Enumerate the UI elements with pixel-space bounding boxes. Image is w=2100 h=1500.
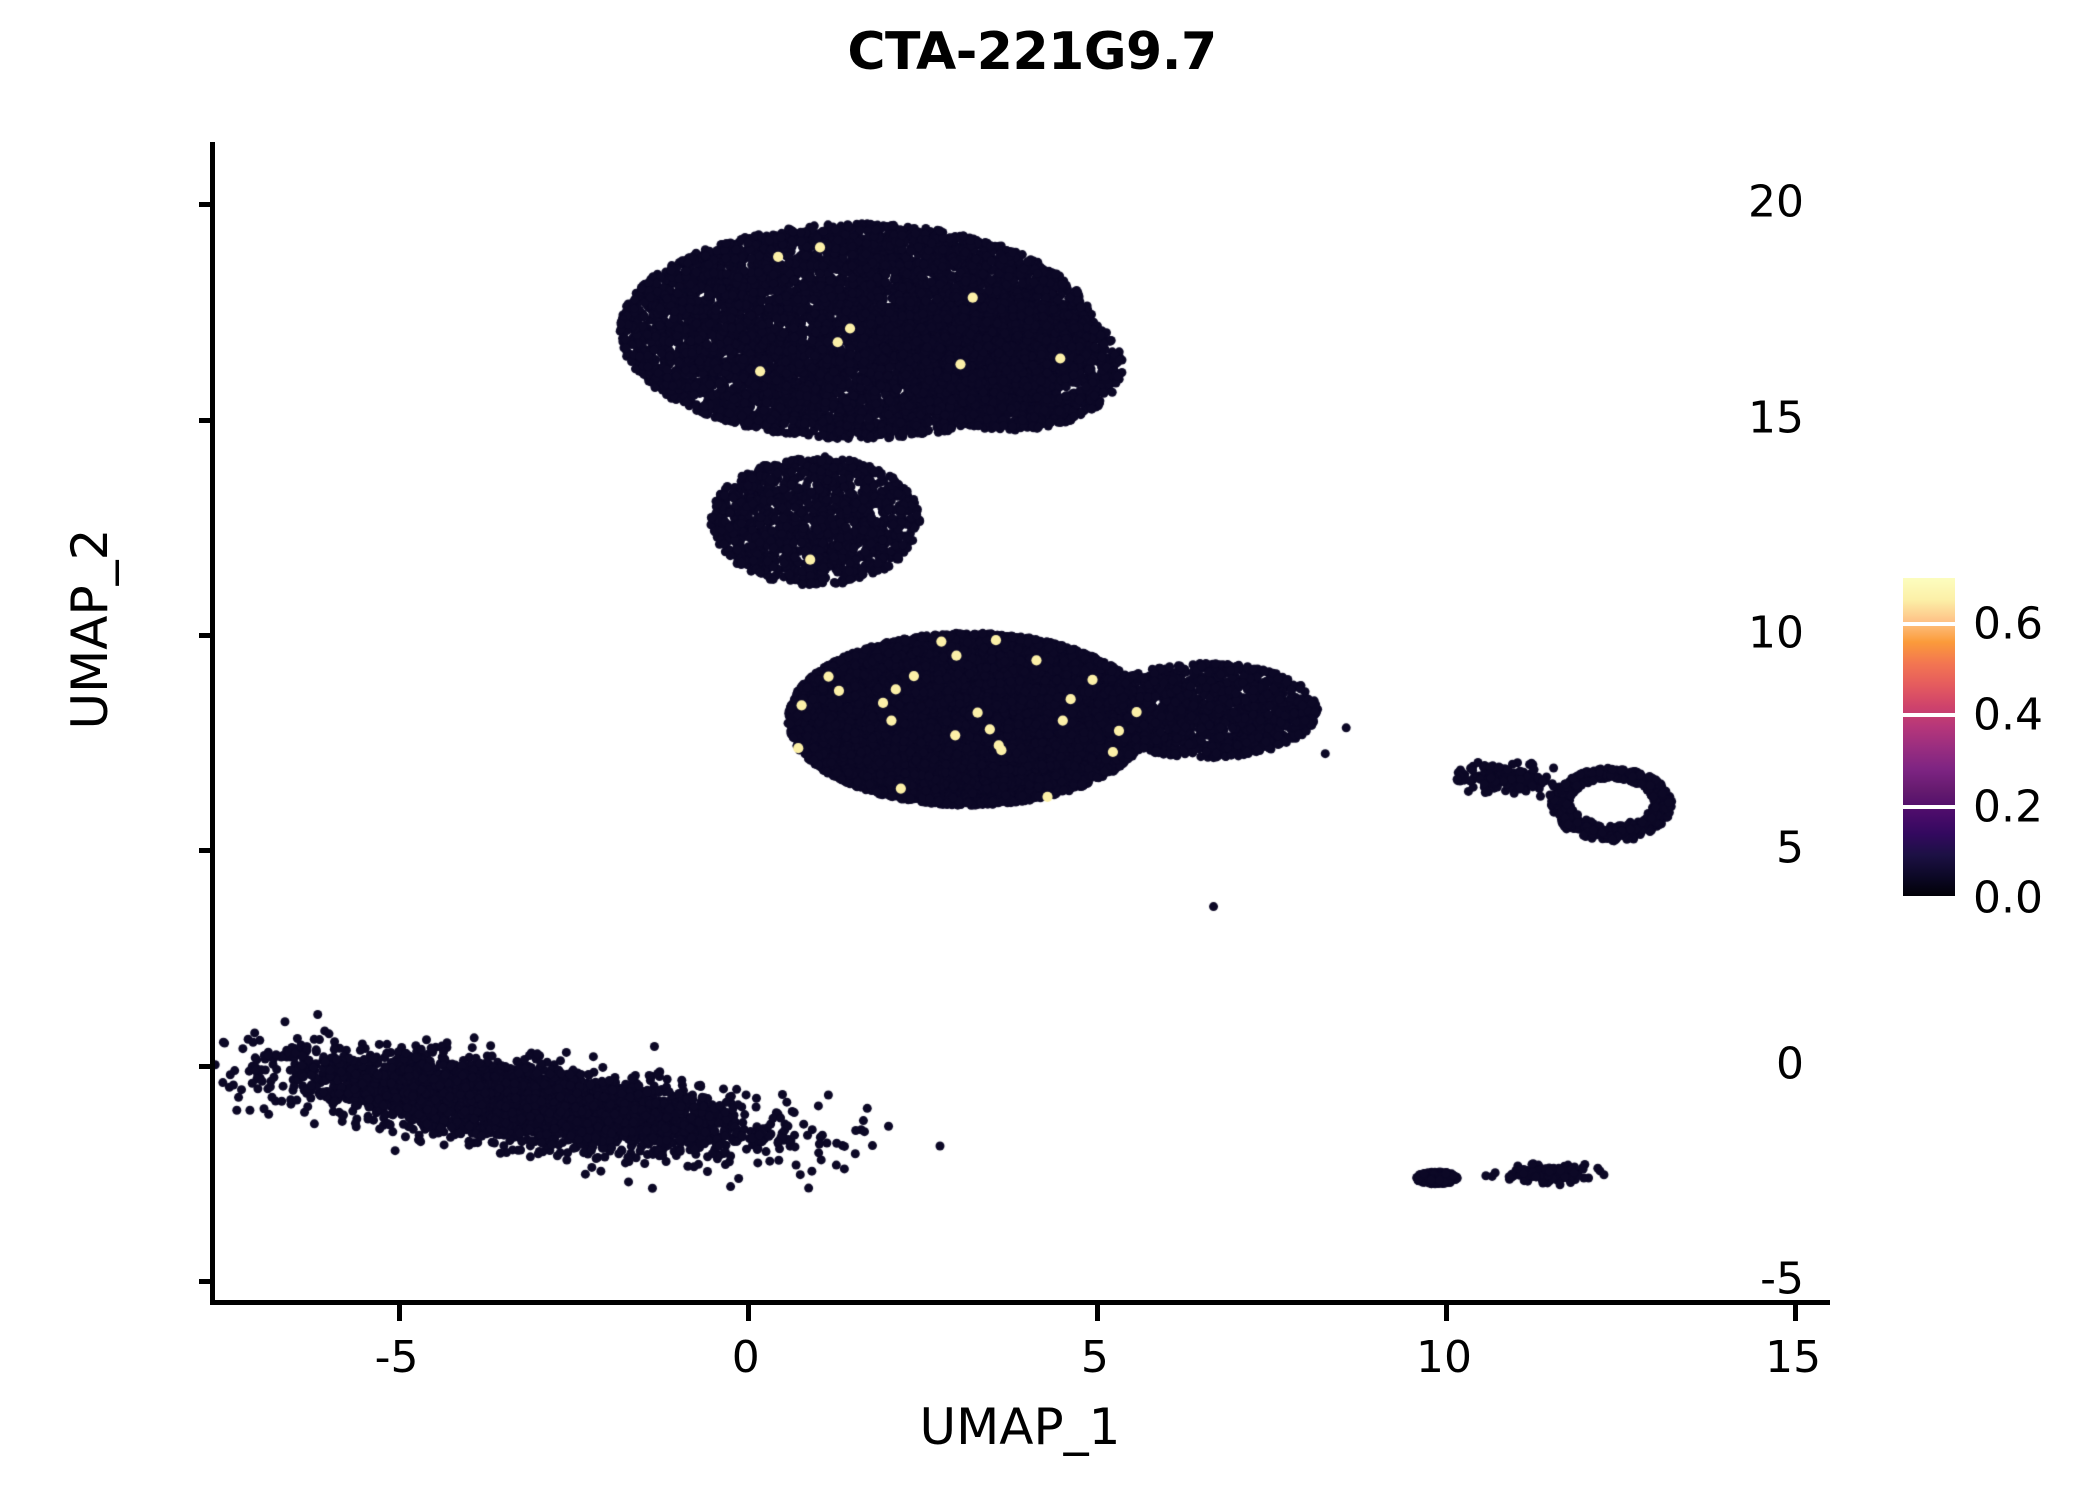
x-axis-tick-label: 0 xyxy=(731,1332,760,1383)
scatter-point-layer xyxy=(215,142,1835,1305)
colorbar-tick-label: 0.4 xyxy=(1973,689,2043,741)
colorbar-gradient xyxy=(1903,578,1955,898)
y-axis-tick-label: 15 xyxy=(1748,392,1804,444)
colorbar-tick xyxy=(1903,713,1955,718)
y-axis-tick xyxy=(199,633,215,639)
colorbar-tick-label: 0.6 xyxy=(1973,598,2043,650)
y-axis-tick xyxy=(199,1279,215,1285)
y-axis-label: UMAP_2 xyxy=(61,528,119,730)
x-axis-tick xyxy=(1793,1305,1799,1321)
y-axis-tick-label: 5 xyxy=(1776,822,1804,874)
colorbar-tick-label: 0.0 xyxy=(1973,872,2043,924)
x-axis-tick-label: 15 xyxy=(1765,1332,1822,1383)
x-axis-tick-label: 10 xyxy=(1415,1332,1472,1383)
plot-axes: -5 0 5 10 15 20 -5 0 5 10 15 xyxy=(199,142,1835,1383)
x-axis-tick-label: 5 xyxy=(1080,1332,1109,1383)
y-axis-tick-label: 20 xyxy=(1748,176,1804,228)
x-axis-tick xyxy=(1094,1305,1100,1321)
y-axis-tick-label: 0 xyxy=(1776,1038,1804,1090)
x-axis-tick xyxy=(745,1305,751,1321)
colorbar-tick xyxy=(1903,621,1955,626)
colorbar-tick xyxy=(1903,896,1955,900)
y-axis-tick xyxy=(199,848,215,854)
x-axis-tick-label: -5 xyxy=(374,1332,419,1383)
x-axis-tick xyxy=(396,1305,402,1321)
page-title: CTA-221G9.7 xyxy=(847,22,1217,82)
colorbar-tick xyxy=(1903,804,1955,809)
y-axis-tick xyxy=(199,1063,215,1069)
y-axis-tick xyxy=(199,417,215,423)
y-axis-tick xyxy=(199,202,215,208)
y-axis-tick-label: -5 xyxy=(1760,1253,1804,1305)
y-axis-tick-label: 10 xyxy=(1748,607,1804,659)
colorbar-tick-label: 0.2 xyxy=(1973,781,2043,833)
x-axis-label: UMAP_1 xyxy=(919,1398,1121,1456)
x-axis-tick xyxy=(1443,1305,1449,1321)
colorbar: 0.0 0.2 0.4 0.6 xyxy=(1903,578,2100,924)
